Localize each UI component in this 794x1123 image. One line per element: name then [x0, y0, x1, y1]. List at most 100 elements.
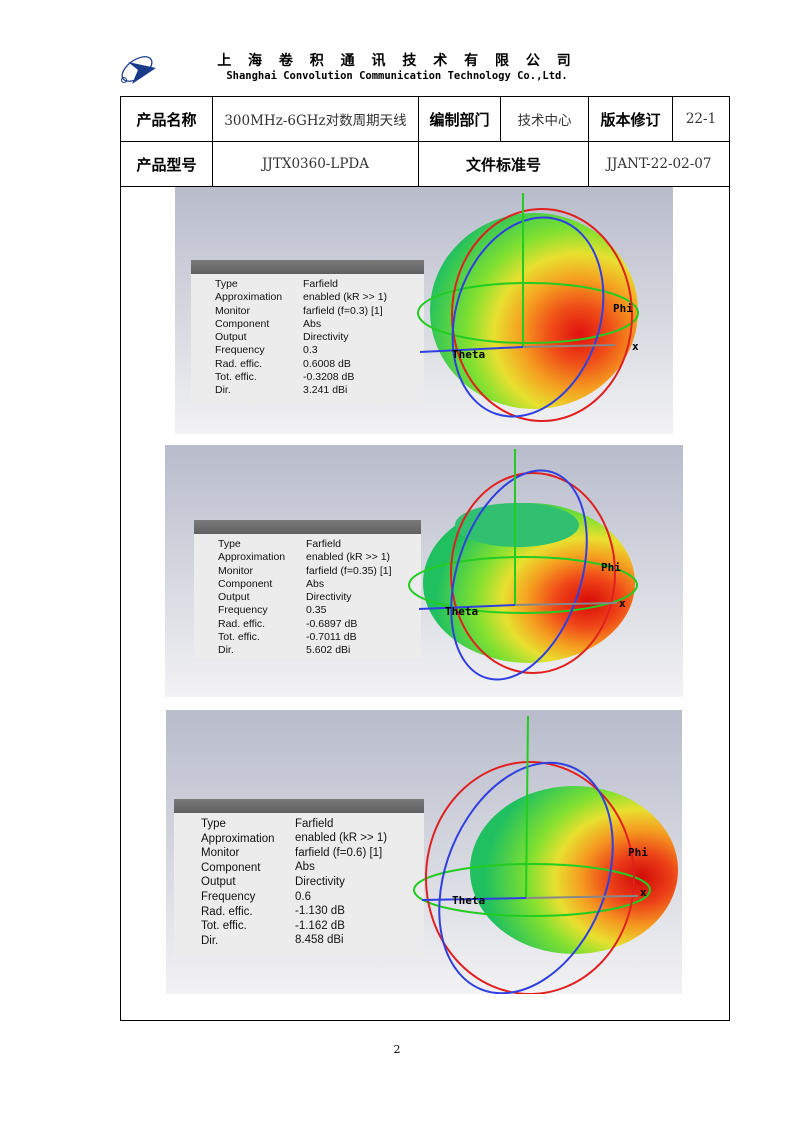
info-key: Component: [215, 317, 270, 330]
x-axis-label: x: [619, 597, 626, 610]
doc-no-label: 文件标准号: [419, 142, 589, 186]
z-axis: [525, 715, 529, 899]
info-value: enabled (kR >> 1): [303, 291, 388, 304]
model-value: JJTX0360-LPDA: [213, 142, 419, 186]
elevation-ring: [438, 761, 614, 994]
info-box-titlebar: [174, 799, 424, 813]
info-key: Dir.: [218, 644, 234, 657]
theta-ring: [417, 282, 639, 344]
pattern-lobe: [430, 213, 638, 409]
info-value: Directivity: [303, 331, 349, 344]
info-key: Type: [201, 818, 226, 830]
info-value: Abs: [303, 317, 322, 330]
document-frame: 产品名称 300MHz-6GHz对数周期天线 编制部门 技术中心 版本修订 22…: [120, 96, 730, 1021]
theta-label: Theta: [452, 894, 485, 907]
info-key: Monitor: [201, 847, 240, 860]
x-axis: [421, 897, 527, 901]
phi-label: Phi: [628, 846, 648, 859]
radiation-pattern: Theta Phi x: [408, 449, 638, 681]
info-value: farfield (f=0.35) [1]: [306, 564, 392, 577]
page-number: 2: [393, 1043, 401, 1056]
theta-ring: [413, 863, 651, 917]
x-axis: [418, 604, 516, 610]
y-axis: [522, 344, 616, 348]
pattern-lobe-top: [455, 503, 579, 547]
radiation-pattern: Theta Phi x: [413, 715, 678, 994]
info-value: Directivity: [295, 876, 345, 889]
info-value: Farfield: [295, 817, 334, 830]
y-axis: [514, 602, 618, 606]
info-value: Farfield: [306, 538, 342, 550]
product-name-value: 300MHz-6GHz对数周期天线: [213, 97, 419, 141]
company-logo-icon: [121, 56, 156, 84]
radiation-pattern: Theta Phi x: [417, 193, 639, 422]
dept-value: 技术中心: [501, 97, 589, 141]
info-box: Type Farfield Approximation enabled (kR >>…: [191, 260, 424, 402]
info-value: 0.6008 dB: [303, 357, 351, 370]
info-key: Dir.: [201, 934, 219, 947]
table-row: 产品型号 JJTX0360-LPDA 文件标准号 JJANT-22-02-07: [121, 142, 729, 187]
info-table: Type Farfield Approximation enabled (kR >>…: [191, 278, 387, 398]
info-value: Directivity: [306, 591, 352, 604]
doc-no-value: JJANT-22-02-07: [606, 156, 712, 172]
info-value: 3.241 dBi: [303, 384, 348, 397]
table-row: 产品名称 300MHz-6GHz对数周期天线 编制部门 技术中心 版本修订 22…: [121, 97, 729, 142]
phi-label: Phi: [601, 561, 621, 574]
info-value: 0.6: [295, 890, 311, 903]
info-key: Rad. effic.: [215, 357, 263, 370]
dept-label: 编制部门: [419, 97, 501, 141]
info-box-titlebar: [191, 260, 424, 274]
elevation-ring: [450, 469, 588, 681]
info-key: Rad. effic.: [201, 905, 253, 918]
company-name-cn: 上 海 卷 积 通 讯 技 术 有 限 公 司: [217, 53, 577, 69]
info-value: Farfield: [303, 278, 339, 290]
info-key: Tot. effic.: [215, 371, 257, 384]
info-value: -1.130 dB: [295, 905, 345, 918]
info-key: Rad. effic.: [218, 617, 266, 630]
phi-ring: [425, 761, 635, 994]
info-key: Type: [218, 538, 241, 550]
info-box: Type Farfield Approximation enabled (kR >>…: [194, 520, 421, 658]
farfield-plot-1: Type Farfield Approximation enabled (kR >>…: [175, 187, 673, 434]
farfield-plot-2: Type Farfield Approximation enabled (kR >>…: [165, 445, 683, 697]
info-box: Type Farfield Approximation enabled (kR >>…: [174, 799, 424, 957]
farfield-plot-3: Type Farfield Approximation enabled (kR >>…: [166, 710, 682, 994]
info-key: Frequency: [218, 604, 268, 617]
info-box-titlebar: [194, 520, 421, 534]
phi-ring: [451, 208, 633, 422]
info-value: farfield (f=0.3) [1]: [303, 304, 383, 317]
info-key: Monitor: [218, 564, 254, 577]
info-value: 0.35: [306, 604, 327, 617]
pattern-lobe: [470, 786, 678, 954]
info-key: Approximation: [215, 291, 283, 304]
info-value: -0.3208 dB: [303, 371, 355, 384]
info-key: Output: [215, 331, 247, 344]
phi-label: Phi: [613, 302, 633, 315]
info-key: Output: [201, 876, 236, 889]
info-value: -1.162 dB: [295, 919, 345, 932]
info-value: 0.3: [303, 344, 318, 357]
info-value: -0.7011 dB: [306, 631, 357, 644]
info-key: Approximation: [218, 551, 286, 564]
info-key: Frequency: [201, 890, 256, 903]
info-value: 5.602 dBi: [306, 644, 351, 657]
info-key: Component: [218, 577, 273, 590]
info-key: Type: [215, 278, 238, 290]
info-value: 8.458 dBi: [295, 934, 344, 947]
info-key: Tot. effic.: [218, 631, 260, 644]
revision-label: 版本修订: [589, 97, 673, 141]
x-axis-label: x: [640, 886, 647, 899]
product-name-label: 产品名称: [121, 97, 213, 141]
model-label: 产品型号: [121, 142, 213, 186]
phi-ring: [450, 472, 616, 674]
info-key: Approximation: [201, 832, 275, 845]
info-value: Abs: [306, 577, 325, 590]
info-value: farfield (f=0.6) [1]: [295, 846, 383, 859]
x-axis: [419, 346, 524, 353]
info-key: Tot. effic.: [201, 920, 247, 933]
x-axis-label: x: [632, 340, 639, 353]
info-key: Monitor: [215, 304, 251, 317]
theta-label: Theta: [445, 605, 478, 618]
info-value: enabled (kR >> 1): [295, 832, 388, 845]
page-header: 上 海 卷 积 通 讯 技 术 有 限 公 司 Shanghai Convolu…: [0, 46, 794, 94]
